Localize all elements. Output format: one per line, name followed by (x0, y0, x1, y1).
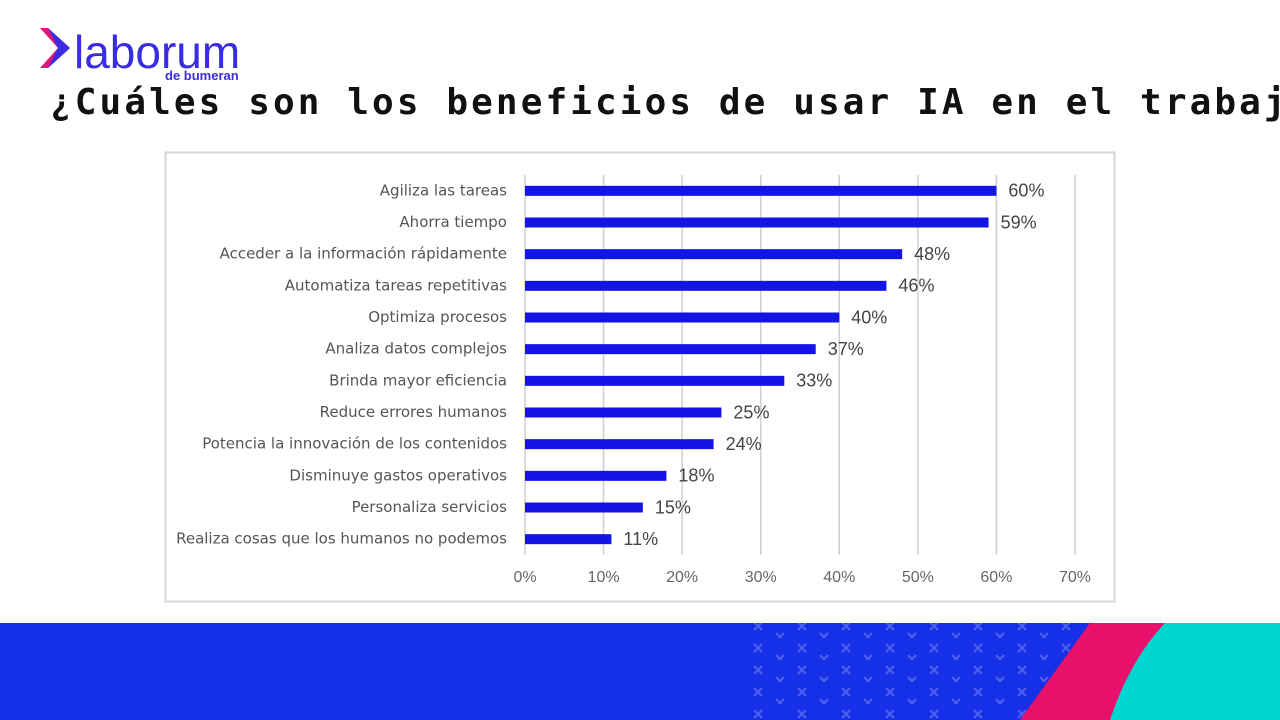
logo-name: laborum (74, 26, 240, 78)
y-tick-label: Reduce errores humanos (320, 403, 508, 421)
y-tick-label: Potencia la innovación de los contenidos (202, 435, 507, 453)
bar (525, 375, 785, 386)
logo-tagline: de bumeran (165, 68, 239, 83)
bar (525, 185, 997, 196)
chart-title: ¿Cuáles son los beneficios de usar IA en… (50, 82, 1280, 123)
bar (525, 534, 612, 545)
bar (525, 344, 816, 355)
x-tick-label: 70% (1059, 569, 1091, 586)
value-label: 24% (726, 434, 762, 454)
value-label: 37% (828, 339, 864, 359)
y-tick-label: Personaliza servicios (352, 498, 508, 516)
bar (525, 217, 989, 228)
x-tick-label: 10% (588, 569, 620, 586)
y-tick-label: Acceder a la información rápidamente (220, 245, 507, 263)
y-tick-label: Automatiza tareas repetitivas (285, 276, 507, 294)
value-label: 59% (1001, 212, 1037, 232)
bar (525, 249, 903, 260)
value-label: 60% (1008, 181, 1044, 201)
x-tick-label: 20% (666, 569, 698, 586)
x-tick-label: 30% (745, 569, 777, 586)
y-tick-label: Brinda mayor eficiencia (329, 371, 507, 389)
x-tick-label: 40% (823, 569, 855, 586)
bar (525, 312, 840, 323)
value-label: 25% (733, 402, 769, 422)
y-tick-label: Optimiza procesos (368, 308, 507, 326)
value-label: 40% (851, 307, 887, 327)
value-label: 46% (898, 276, 934, 296)
y-tick-label: Disminuye gastos operativos (289, 466, 507, 484)
x-tick-label: 60% (980, 569, 1012, 586)
y-tick-label: Agiliza las tareas (380, 181, 507, 199)
bar (525, 439, 714, 450)
y-tick-label: Analiza datos complejos (325, 340, 507, 358)
bar (525, 407, 722, 418)
logo-mark-accent (48, 28, 70, 68)
value-label: 48% (914, 244, 950, 264)
x-tick-label: 50% (902, 569, 934, 586)
footer-cyan (1110, 623, 1280, 720)
bar (525, 470, 667, 481)
bar (525, 280, 887, 291)
y-tick-label: Realiza cosas que los humanos no podemos (176, 530, 507, 548)
value-label: 33% (796, 371, 832, 391)
value-label: 18% (678, 466, 714, 486)
bar (525, 502, 643, 513)
y-tick-label: Ahorra tiempo (399, 213, 507, 231)
plot-area: 0% 10% 20% 30% 40% 50% 60% 70% Agiliza las tarea… (176, 175, 1091, 586)
value-label: 15% (655, 497, 691, 517)
x-tick-label: 0% (513, 569, 536, 586)
value-label: 11% (623, 529, 658, 549)
